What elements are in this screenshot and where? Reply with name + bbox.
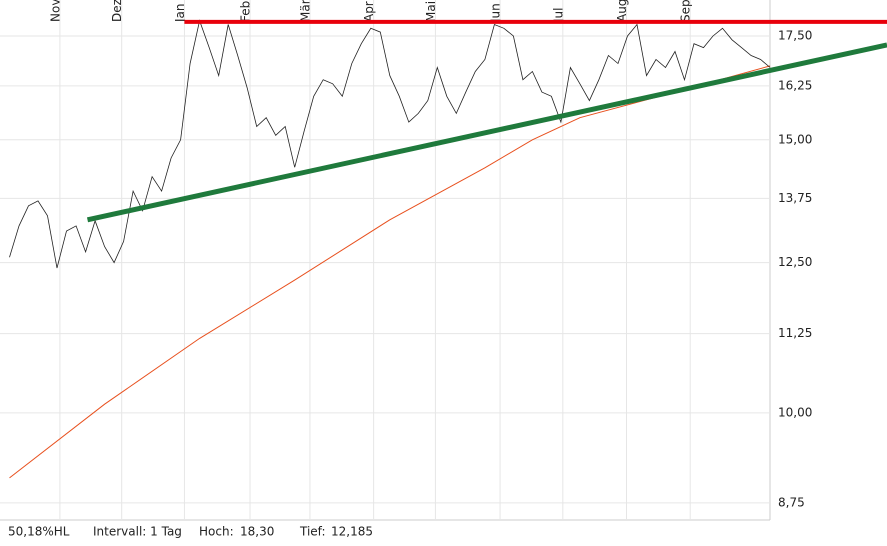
y-tick-label: 8,75 xyxy=(778,495,805,509)
series-line xyxy=(9,65,771,479)
x-tick-label: Jun xyxy=(489,3,503,23)
y-tick-label: 11,25 xyxy=(778,326,812,340)
y-tick-label: 12,50 xyxy=(778,255,812,269)
x-tick-label: Dez xyxy=(110,0,124,22)
footer-interval: Intervall: 1 Tag xyxy=(93,525,182,539)
footer-high: 18,30 xyxy=(240,525,274,539)
x-tick-label: Jan xyxy=(173,4,187,24)
x-tick-label: Apr xyxy=(362,1,376,22)
footer-low-label: Tief: xyxy=(299,525,326,539)
x-tick-label: Nov xyxy=(48,0,62,22)
series-line xyxy=(9,19,771,269)
x-tick-label: Jul xyxy=(551,8,565,23)
y-tick-label: 15,00 xyxy=(778,132,812,146)
x-tick-label: Mär xyxy=(298,0,312,22)
y-tick-label: 16,25 xyxy=(778,78,812,92)
y-tick-label: 17,50 xyxy=(778,28,812,42)
x-tick-label: Mai xyxy=(424,1,438,22)
y-tick-label: 13,75 xyxy=(778,191,812,205)
footer-hl: 50,18%HL xyxy=(8,525,70,539)
x-tick-label: Sep xyxy=(679,0,693,22)
footer-low: 12,185 xyxy=(331,525,373,539)
y-tick-label: 10,00 xyxy=(778,405,812,419)
x-tick-label: Feb xyxy=(239,1,253,22)
x-tick-label: Aug xyxy=(615,0,629,22)
footer-high-label: Hoch: xyxy=(199,525,234,539)
series-line xyxy=(86,42,887,223)
